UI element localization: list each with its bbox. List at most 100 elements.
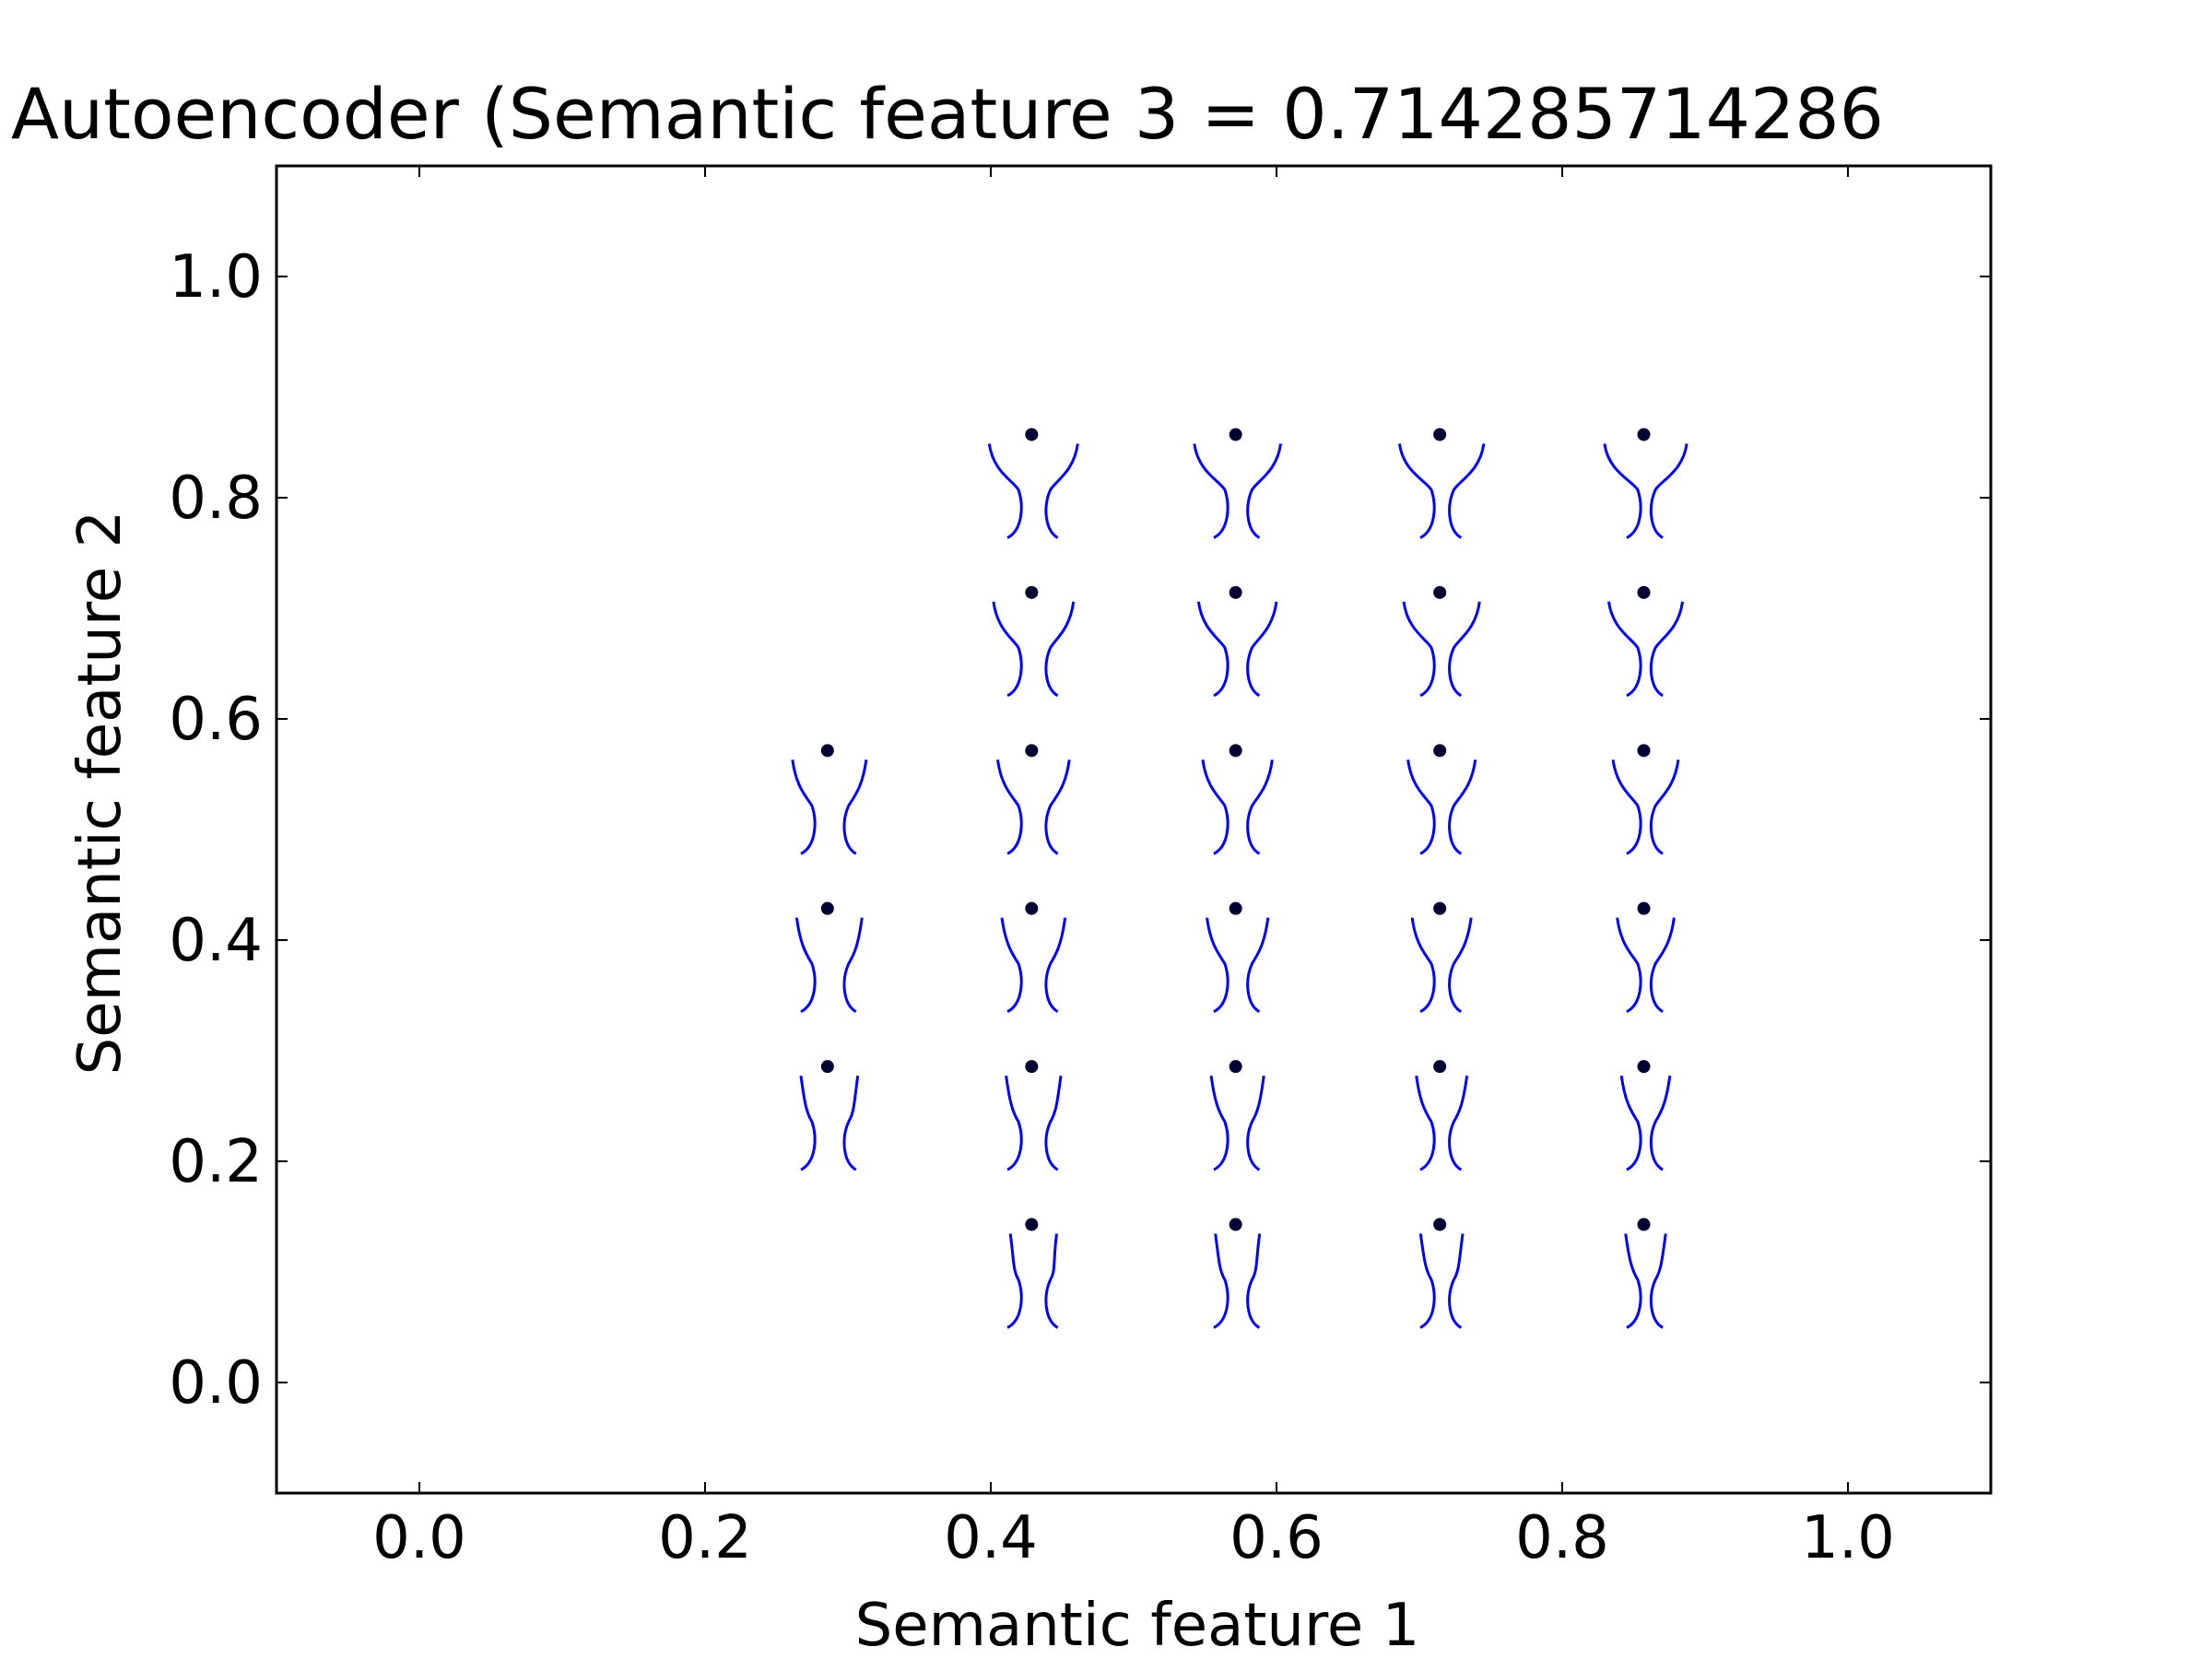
point-dot: [1433, 901, 1447, 915]
glyph-left-stroke: [1209, 1075, 1230, 1171]
point-dot: [1229, 1060, 1242, 1074]
data-point: [1213, 1218, 1262, 1329]
glyph-left-stroke: [1201, 759, 1230, 855]
data-point: [799, 1060, 860, 1171]
glyph-right-stroke: [1448, 917, 1473, 1013]
y-tick-label: 0.0: [169, 1349, 263, 1418]
glyph-right-stroke: [1246, 443, 1283, 539]
data-point: [1619, 1060, 1672, 1171]
glyph-right-stroke: [1649, 917, 1676, 1013]
glyph-markers: [791, 428, 1688, 1329]
x-tick-label: 1.0: [1801, 1504, 1895, 1572]
glyph-left-stroke: [1213, 1233, 1230, 1329]
x-tick-label: 0.8: [1515, 1504, 1609, 1572]
point-dot: [1229, 901, 1242, 915]
glyph-left-stroke: [1402, 601, 1436, 698]
y-tick-label: 0.4: [169, 907, 263, 975]
glyph-left-stroke: [1616, 917, 1642, 1014]
glyph-right-stroke: [1044, 1075, 1063, 1171]
point-dot: [1229, 1218, 1242, 1231]
point-dot: [1433, 1060, 1447, 1074]
point-dot: [820, 901, 834, 915]
y-tick-label: 1.0: [169, 243, 263, 312]
glyph-left-stroke: [1206, 917, 1230, 1014]
glyph-left-stroke: [1397, 443, 1436, 539]
data-point: [1603, 428, 1688, 539]
data-point: [1000, 901, 1067, 1014]
glyph-left-stroke: [1193, 443, 1230, 539]
data-point: [987, 428, 1079, 539]
data-point: [1397, 428, 1486, 539]
y-tick-label: 0.2: [169, 1128, 263, 1196]
data-point: [1406, 744, 1477, 855]
glyph-right-stroke: [1448, 443, 1486, 539]
axis-ticks: 0.0 0.2 0.4 0.6 0.8 1.0 0.0 0.2 0.4 0.6 0.8 1.0: [169, 166, 1991, 1572]
glyph-right-stroke: [1246, 917, 1270, 1013]
glyph-left-stroke: [1619, 1075, 1642, 1171]
point-dot: [1433, 585, 1447, 599]
data-point: [1193, 428, 1283, 539]
data-point: [1402, 585, 1481, 698]
data-point: [1206, 901, 1270, 1014]
glyph-right-stroke: [1246, 601, 1278, 698]
point-dot: [820, 1060, 834, 1074]
data-point: [1005, 1060, 1063, 1171]
chart-title: Autoencoder (Semantic feature 3 = 0.7142…: [11, 73, 1884, 155]
point-dot: [1229, 428, 1242, 441]
glyph-right-stroke: [1448, 1233, 1465, 1329]
point-dot: [1637, 585, 1651, 599]
glyph-left-stroke: [1611, 759, 1642, 855]
y-tick-label: 0.6: [169, 686, 263, 754]
glyph-left-stroke: [992, 601, 1023, 698]
glyph-right-stroke: [1649, 1075, 1672, 1171]
glyph-left-stroke: [995, 759, 1023, 855]
point-dot: [1229, 585, 1242, 599]
data-point: [1415, 1060, 1469, 1171]
glyph-left-stroke: [794, 917, 817, 1014]
point-dot: [1025, 744, 1039, 758]
glyph-right-stroke: [842, 1075, 860, 1171]
point-dot: [820, 744, 834, 758]
glyph-right-stroke: [1448, 601, 1481, 698]
y-tick-label: 0.8: [169, 465, 263, 533]
glyph-left-stroke: [1410, 917, 1436, 1014]
x-tick-label: 0.6: [1230, 1504, 1324, 1572]
glyph-right-stroke: [1246, 759, 1274, 855]
x-tick-label: 0.2: [658, 1504, 752, 1572]
glyph-right-stroke: [1649, 601, 1684, 698]
data-point: [995, 744, 1071, 855]
data-point: [794, 901, 864, 1014]
data-point: [1616, 901, 1676, 1014]
data-point: [1201, 744, 1274, 855]
x-tick-label: 0.0: [372, 1504, 466, 1572]
glyph-left-stroke: [791, 759, 817, 855]
data-point: [1607, 585, 1684, 698]
glyph-right-stroke: [1044, 917, 1067, 1013]
glyph-right-stroke: [1246, 1233, 1262, 1329]
glyph-right-stroke: [1044, 443, 1079, 539]
glyph-right-stroke: [1649, 759, 1680, 855]
glyph-left-stroke: [1415, 1075, 1436, 1171]
point-dot: [1025, 428, 1039, 441]
glyph-right-stroke: [1649, 443, 1688, 539]
data-point: [1410, 901, 1473, 1014]
point-dot: [1025, 901, 1039, 915]
data-point: [1196, 585, 1278, 698]
glyph-left-stroke: [1006, 1233, 1023, 1329]
glyph-left-stroke: [1418, 1233, 1436, 1329]
glyph-right-stroke: [842, 759, 868, 855]
glyph-left-stroke: [987, 443, 1023, 539]
glyph-left-stroke: [1000, 917, 1023, 1014]
point-dot: [1637, 901, 1651, 915]
glyph-left-stroke: [1196, 601, 1230, 698]
glyph-right-stroke: [1044, 759, 1071, 855]
point-dot: [1229, 744, 1242, 758]
data-point: [1624, 1218, 1667, 1329]
point-dot: [1433, 428, 1447, 441]
point-dot: [1637, 744, 1651, 758]
glyph-left-stroke: [799, 1075, 817, 1171]
glyph-left-stroke: [1607, 601, 1642, 698]
glyph-right-stroke: [1246, 1075, 1265, 1171]
plot-frame: [275, 164, 1993, 1495]
